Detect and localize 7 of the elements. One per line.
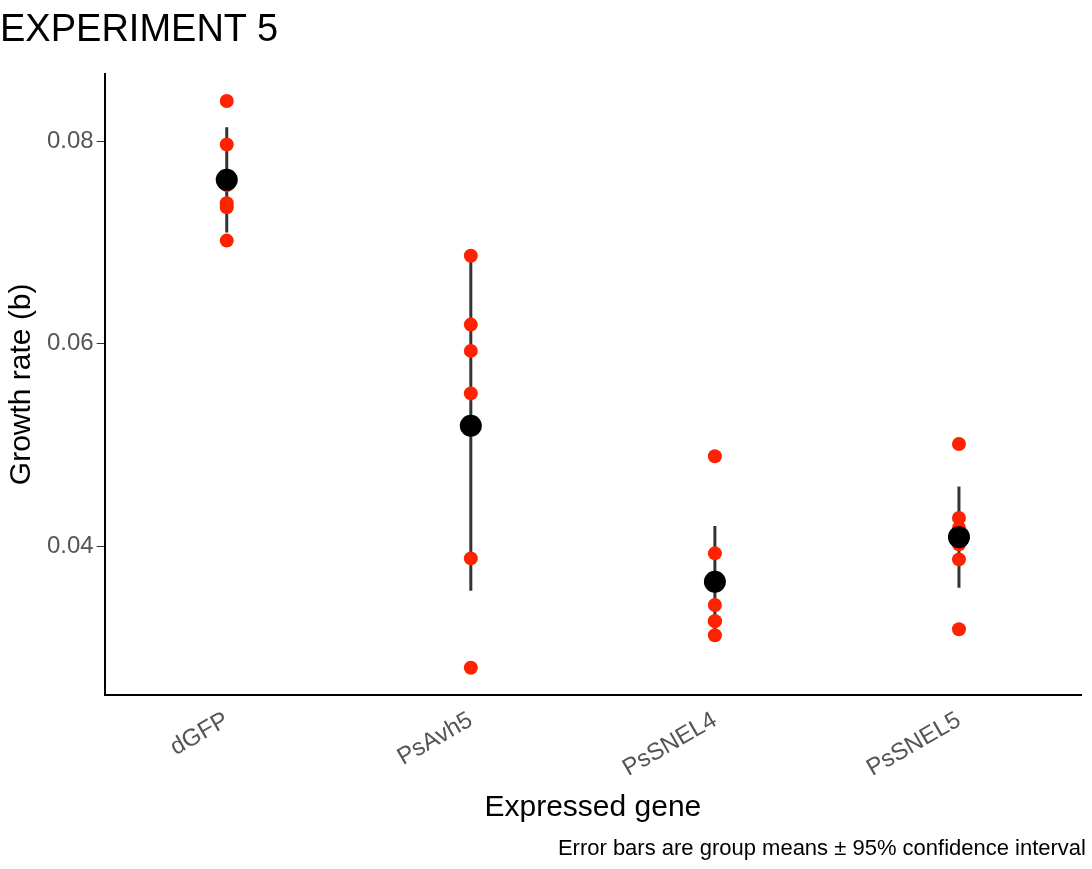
y-tick-label: 0.08: [46, 126, 94, 154]
chart-title: EXPERIMENT 5: [0, 7, 279, 50]
y-tick-label: 0.06: [46, 328, 94, 356]
text: Error bars are group means ± 95% confidence interval: [556, 835, 1086, 861]
x-axis-title: Expressed gene: [484, 789, 702, 823]
y-tick-label: 0.04: [46, 530, 94, 558]
y-axis-title: Growth rate (b): [3, 283, 37, 486]
